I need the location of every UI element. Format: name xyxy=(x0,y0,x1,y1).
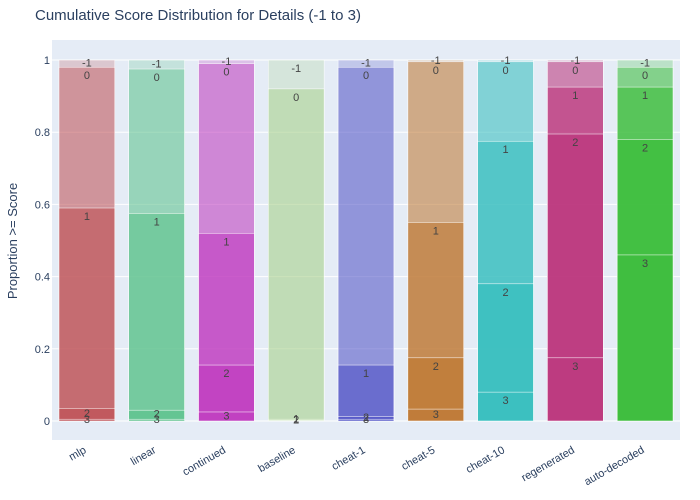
x-tick-label-regenerated: regenerated xyxy=(519,444,576,484)
segment-label: 3 xyxy=(502,395,508,407)
bar-segment-mlp-3 xyxy=(58,418,116,422)
bar-segment-linear-3 xyxy=(128,418,185,422)
segment-label: 2 xyxy=(154,409,160,421)
x-tick-label-auto-decoded: auto-decoded xyxy=(582,444,646,488)
segment-label: 2 xyxy=(572,137,578,149)
y-tick-label: 0.6 xyxy=(35,199,50,211)
x-tick-label-cheat-1: cheat-1 xyxy=(330,444,368,473)
x-tick-label-linear: linear xyxy=(129,444,159,468)
bar-segment-cheat-1-1 xyxy=(337,364,395,422)
bar-segment-mlp-1 xyxy=(58,207,116,422)
segment-label: 0 xyxy=(154,72,160,84)
x-tick-layer: mlp linear continued baseline cheat-1 cheat-5… xyxy=(67,444,647,488)
segment-label: 3 xyxy=(363,414,369,426)
segment-label: 1 xyxy=(363,368,369,380)
segment-label: 1 xyxy=(572,90,578,102)
segment-label: 1 xyxy=(223,236,229,248)
segment-label: -1 xyxy=(291,63,301,75)
segment-label: 1 xyxy=(84,211,90,223)
bar-segment-continued-2 xyxy=(198,364,255,422)
segment-label: 0 xyxy=(502,65,508,77)
y-tick-label: 0.2 xyxy=(35,344,50,356)
segment-label: 3 xyxy=(642,258,648,270)
segment-label: 0 xyxy=(433,65,439,77)
segment-label: 2 xyxy=(642,142,648,154)
bar-segment-regenerated-3 xyxy=(547,357,604,422)
segment-label: -1 xyxy=(570,55,580,67)
segment-label: -1 xyxy=(222,56,232,68)
segment-label: 2 xyxy=(293,415,299,427)
bar-segment-baseline--1 xyxy=(268,59,325,422)
y-tick-label: 0.8 xyxy=(35,127,50,139)
x-tick-label-mlp: mlp xyxy=(67,444,88,463)
segment-label: 0 xyxy=(363,70,369,82)
segment-label: -1 xyxy=(501,55,511,67)
y-tick-layer: 0 0.2 0.4 0.6 0.8 1 xyxy=(35,55,50,428)
segment-label: 2 xyxy=(502,287,508,299)
segment-label: 3 xyxy=(433,409,439,421)
segment-label: -1 xyxy=(152,59,162,71)
segment-label: 1 xyxy=(642,90,648,102)
bar-segment-continued-3 xyxy=(198,411,255,422)
x-tick-label-continued: continued xyxy=(181,444,228,478)
y-tick-label: 0 xyxy=(44,416,50,428)
segment-label: -1 xyxy=(640,58,650,70)
segment-label: 0 xyxy=(572,65,578,77)
bar-segment-cheat-1-0 xyxy=(337,66,395,422)
segment-label: -1 xyxy=(82,58,92,70)
segment-label: 0 xyxy=(223,67,229,79)
bar-segment-cheat-1-3 xyxy=(337,418,395,422)
segment-label: 2 xyxy=(433,361,439,373)
y-axis-label: Proportion >= Score xyxy=(5,183,20,299)
segment-label: 3 xyxy=(84,414,90,426)
x-tick-label-cheat-5: cheat-5 xyxy=(399,444,437,473)
bar-segment-cheat-10-3 xyxy=(477,391,534,422)
segment-label: 2 xyxy=(363,412,369,424)
y-tick-label: 0.4 xyxy=(35,272,50,284)
y-tick-label: 1 xyxy=(44,55,50,67)
segment-label: 0 xyxy=(642,70,648,82)
bar-layer xyxy=(58,59,674,422)
segment-label: 1 xyxy=(154,216,160,228)
bar-segment-cheat-5-3 xyxy=(407,408,464,422)
segment-label: 1 xyxy=(433,225,439,237)
segment-label: 2 xyxy=(84,408,90,420)
bar-segment-baseline-0 xyxy=(268,88,325,422)
x-tick-label-baseline: baseline xyxy=(256,444,297,475)
segment-label: -1 xyxy=(431,55,441,67)
segment-label: 1 xyxy=(502,144,508,156)
bar-segment-auto-decoded-3 xyxy=(616,254,674,422)
segment-label: 3 xyxy=(223,410,229,422)
segment-label: 1 xyxy=(293,414,299,426)
chart-title: Cumulative Score Distribution for Detail… xyxy=(35,7,361,24)
segment-label: 0 xyxy=(84,70,90,82)
x-tick-label-cheat-10: cheat-10 xyxy=(464,444,507,476)
bar-segment-cheat-1--1 xyxy=(337,59,395,422)
segment-label: 3 xyxy=(572,361,578,373)
bar-segment-baseline-2 xyxy=(268,420,325,422)
segment-label: 0 xyxy=(293,92,299,104)
segment-label: 3 xyxy=(154,414,160,426)
segment-label: 2 xyxy=(223,368,229,380)
bar-segment-linear-1 xyxy=(128,213,185,422)
label-layer: -10123-10123-10123-1012-10123-10123-1012… xyxy=(82,55,650,427)
segment-label: -1 xyxy=(361,58,371,70)
